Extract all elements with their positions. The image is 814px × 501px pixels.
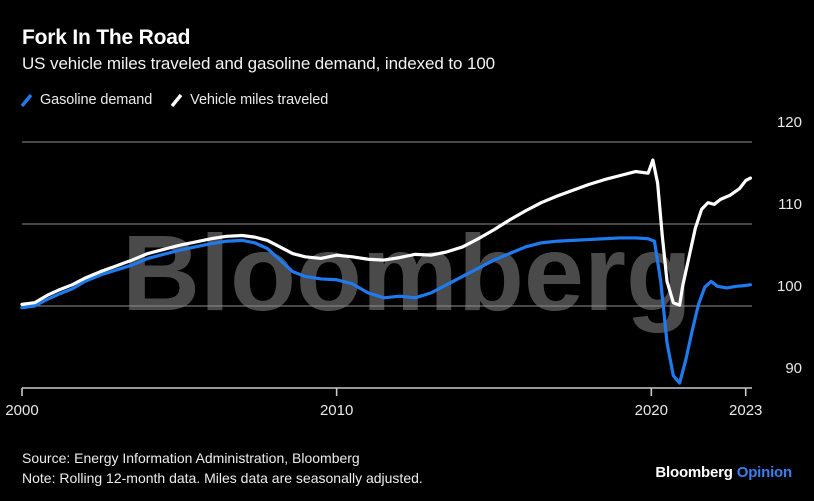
legend-item-vehicle-miles-traveled[interactable]: Vehicle miles traveled [170, 92, 328, 108]
y-axis-label: 110 [778, 196, 802, 213]
bloomberg-watermark: Bloomberg [122, 212, 692, 333]
page-title: Fork In The Road [22, 26, 191, 49]
chart-canvas: Bloomberg [20, 141, 753, 396]
x-axis-label: 2023 [729, 402, 763, 419]
x-axis-label: 2000 [5, 402, 39, 419]
chart-xtick-marks [21, 388, 747, 396]
brand-section: Opinion [736, 464, 792, 481]
series-line [20, 236, 753, 385]
chart-legend: Gasoline demand Vehicle miles traveled [20, 92, 328, 108]
y-axis-label: 90 [785, 360, 802, 377]
y-axis-label: 120 [776, 114, 802, 131]
x-axis-label: 2020 [634, 402, 668, 419]
page-subtitle: US vehicle miles traveled and gasoline d… [22, 54, 496, 73]
source-line: Source: Energy Information Administratio… [22, 450, 360, 466]
footer-notes: Source: Energy Information Administratio… [22, 448, 423, 488]
chart-series [20, 158, 753, 385]
chart-gridlines [22, 141, 752, 389]
series-line [20, 158, 753, 307]
legend-label: Gasoline demand [40, 92, 153, 108]
legend-swatch-icon [170, 93, 183, 108]
y-axis-label: 100 [776, 278, 802, 295]
note-line: Note: Rolling 12-month data. Miles data … [22, 470, 423, 486]
chart-plot-area: Bloomberg [0, 120, 814, 400]
x-axis-label: 2010 [319, 402, 354, 419]
legend-label: Vehicle miles traveled [190, 92, 329, 108]
brand-name: Bloomberg [655, 464, 733, 481]
bloomberg-opinion-logo: Bloomberg Opinion [655, 464, 792, 481]
legend-swatch-icon [20, 93, 33, 108]
legend-item-gasoline-demand[interactable]: Gasoline demand [20, 92, 152, 108]
